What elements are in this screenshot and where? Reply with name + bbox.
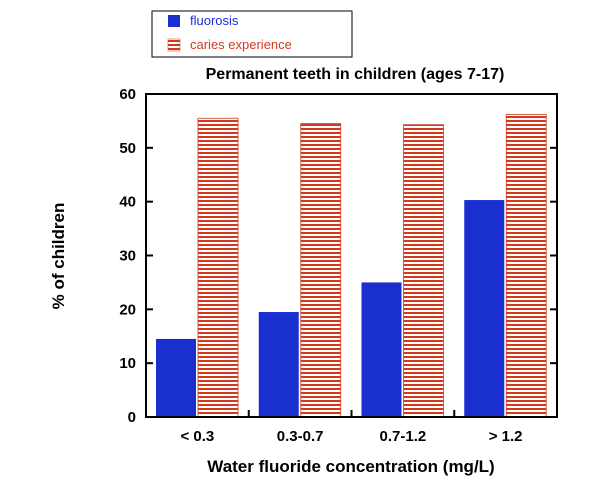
y-tick-label: 40 [119, 194, 136, 211]
bars [156, 114, 547, 418]
legend-box [151, 10, 353, 58]
x-tick-label: < 0.3 [180, 428, 214, 445]
y-tick-label: 10 [119, 355, 136, 372]
x-tick-label: 0.7-1.2 [380, 428, 427, 445]
bar-fluorosis-1 [258, 312, 299, 417]
bar-fluorosis-3 [464, 200, 505, 417]
chart-title: Permanent teeth in children (ages 7-17) [206, 66, 505, 83]
y-tick-label: 20 [119, 301, 136, 318]
y-axis-title: % of children [49, 203, 68, 310]
x-ticks: < 0.3 0.3-0.7 0.7-1.2 > 1.2 [180, 410, 523, 445]
bar-fluorosis-0 [156, 338, 196, 417]
x-axis-title: Water fluoride concentration (mg/L) [207, 457, 494, 476]
y-ticks: 0 10 20 30 40 50 60 [119, 86, 557, 426]
x-tick-label: 0.3-0.7 [277, 428, 324, 445]
bar-fluorosis-2 [361, 282, 402, 417]
y-tick-label: 60 [119, 86, 136, 103]
legend: fluorosis caries experience [151, 10, 353, 58]
legend-swatch-caries [167, 38, 181, 52]
plot-frame [145, 93, 558, 418]
bar-caries-1 [300, 123, 342, 418]
y-tick-label: 0 [128, 409, 136, 426]
x-tick-label: > 1.2 [489, 428, 523, 445]
y-tick-label: 50 [119, 140, 136, 157]
bar-caries-0 [197, 117, 239, 418]
legend-label-caries: caries experience [190, 37, 292, 52]
legend-swatch-fluorosis [168, 15, 180, 27]
y-tick-label: 30 [119, 248, 136, 265]
bar-caries-3 [505, 114, 547, 418]
bar-caries-2 [403, 124, 444, 418]
legend-label-fluorosis: fluorosis [190, 13, 239, 28]
